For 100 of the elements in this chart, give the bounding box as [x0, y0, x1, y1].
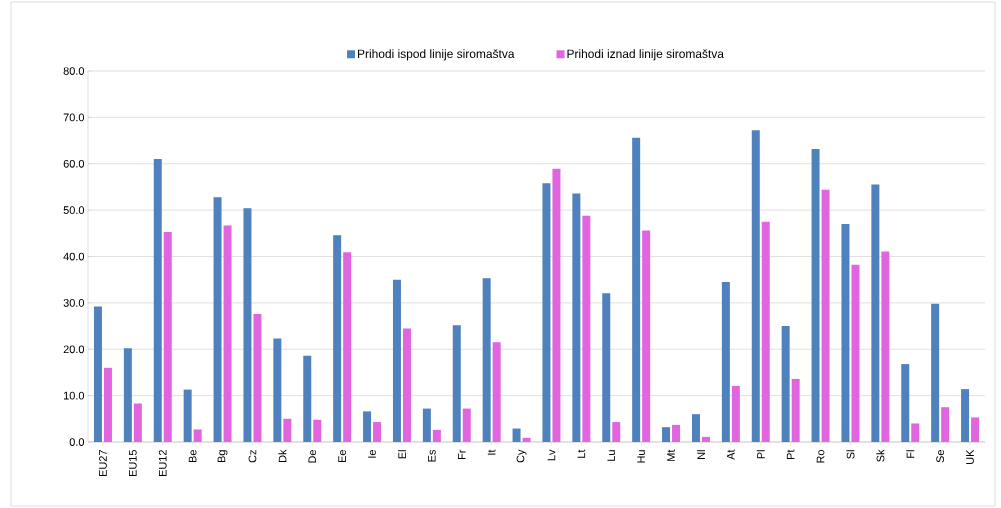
bar: [582, 215, 591, 442]
bar: [931, 303, 940, 442]
bar: [761, 221, 770, 442]
legend-label: Prihodi ispod linije siromaštva: [358, 49, 515, 61]
bar: [373, 422, 382, 442]
bar: [522, 437, 531, 442]
bar: [901, 364, 910, 442]
bar: [911, 423, 920, 442]
bar: [313, 419, 322, 442]
bar: [961, 389, 970, 442]
y-tick-label: 70.0: [63, 113, 85, 122]
bar: [971, 417, 980, 442]
bar: [273, 338, 282, 442]
bar: [881, 251, 890, 442]
bar: [223, 225, 232, 442]
x-tick-label: Bg: [217, 450, 228, 463]
x-tick-label: Ie: [368, 450, 376, 458]
bar: [701, 436, 710, 442]
bar: [103, 367, 112, 442]
bar: [193, 429, 202, 442]
bar: [432, 429, 441, 442]
x-tick-label: Dk: [278, 449, 287, 463]
y-tick-label: 0.0: [69, 438, 85, 446]
y-tick-label: 60.0: [63, 159, 85, 168]
bar: [841, 224, 850, 442]
x-tick-label: Ee: [338, 450, 346, 463]
x-tick-label: UK: [966, 449, 974, 464]
bar: [632, 137, 641, 442]
bar: [213, 197, 222, 442]
bar: [402, 328, 411, 442]
y-tick-label: 40.0: [63, 252, 85, 261]
y-tick-label: 50.0: [63, 206, 85, 215]
bar: [721, 282, 730, 442]
bar: [791, 378, 800, 442]
bar: [642, 230, 651, 442]
y-tick-label: 20.0: [63, 345, 85, 354]
bar: [811, 148, 820, 442]
x-tick-label: El: [397, 450, 406, 459]
bar: [751, 130, 760, 442]
x-tick-label: Lv: [547, 449, 556, 461]
x-tick-label: Ro: [816, 449, 825, 463]
bar: [153, 159, 162, 442]
x-tick-label: Sl: [846, 450, 855, 459]
bar: [781, 326, 790, 442]
bar: [662, 427, 671, 442]
y-tick-label: 10.0: [63, 391, 85, 400]
x-tick-label: Hu: [637, 450, 645, 463]
bar: [183, 389, 192, 442]
bar: [492, 342, 501, 442]
bar: [871, 184, 880, 442]
bar: [821, 189, 830, 442]
x-tick-label: Es: [428, 449, 436, 462]
bar: [303, 355, 312, 442]
legend-label: Prihodi iznad linije siromaštva: [567, 49, 724, 61]
bar: [93, 306, 102, 442]
bar: [363, 411, 372, 442]
y-tick-label: 80.0: [63, 67, 85, 75]
bar: [392, 279, 401, 442]
x-tick-label: Fr: [457, 449, 466, 459]
x-tick-label: Se: [936, 450, 945, 463]
x-tick-label: Mt: [667, 449, 675, 461]
x-tick-label: EU27: [99, 450, 107, 477]
bar: [691, 414, 700, 442]
bar: [572, 193, 581, 442]
bar: [552, 168, 561, 442]
bar: [462, 408, 471, 442]
bar: [542, 183, 551, 442]
bar: [343, 252, 352, 442]
x-tick-label: Be: [188, 450, 197, 463]
y-tick-label: 30.0: [63, 299, 85, 307]
x-tick-label: Lt: [577, 449, 586, 458]
bar: [243, 208, 252, 442]
x-tick-label: EU12: [158, 450, 167, 477]
x-tick-label: Pt: [786, 449, 795, 459]
x-tick-label: EU15: [129, 449, 137, 477]
bar: [422, 408, 431, 442]
bar: [333, 235, 342, 442]
x-tick-label: Sk: [876, 449, 885, 462]
bar: [612, 422, 621, 442]
bar: [482, 278, 491, 442]
x-tick-label: It: [487, 449, 496, 455]
x-tick-label: Lu: [607, 450, 616, 461]
bar: [163, 231, 172, 442]
bar: [283, 418, 292, 442]
x-tick-label: Cz: [248, 450, 257, 463]
bar: [941, 407, 950, 442]
x-tick-label: Nl: [696, 450, 705, 459]
bar: [123, 348, 132, 442]
bar: [672, 424, 681, 442]
x-tick-label: De: [308, 450, 317, 463]
x-tick-label: At: [727, 449, 735, 460]
bar: [512, 428, 521, 442]
bar: [253, 314, 262, 442]
bar: [851, 264, 860, 442]
x-tick-label: Cy: [516, 449, 527, 463]
bar: [731, 385, 740, 442]
bar: [602, 293, 611, 442]
x-tick-label: Pl: [756, 450, 765, 459]
bar: [133, 403, 142, 442]
bar: [452, 325, 461, 442]
